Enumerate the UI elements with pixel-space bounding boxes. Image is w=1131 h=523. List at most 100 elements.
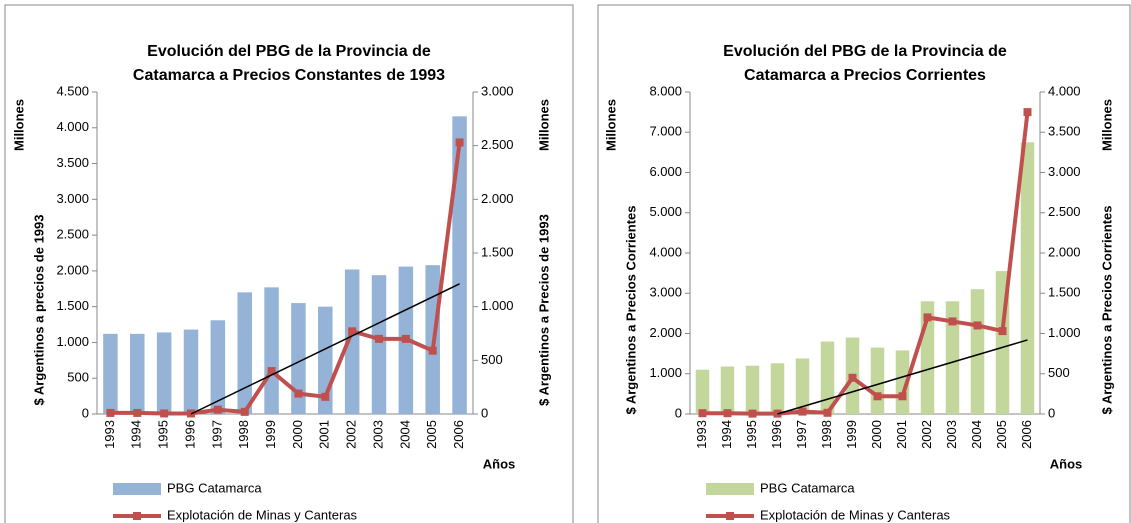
bar	[795, 358, 810, 414]
bar	[720, 366, 735, 414]
trend-line	[190, 283, 460, 415]
y-tick-label: 3.000	[56, 191, 89, 206]
chart-frame	[597, 4, 1131, 523]
line-marker	[428, 346, 437, 355]
y-axis-title: $ Argentinos a precios de 1993	[31, 215, 46, 406]
y2-axis-title: $ Argentinos a Precios Corrientes	[1099, 205, 1114, 414]
chart: Evolución del PBG de la Provincia de Cata…	[4, 4, 574, 523]
legend-marker	[726, 512, 734, 520]
y-tick-label: 2.000	[649, 325, 682, 340]
x-tick-label: 1995	[156, 420, 171, 449]
y-tick-label: 4.000	[649, 244, 682, 259]
x-axis-title: Años	[1050, 456, 1083, 471]
bar	[103, 333, 118, 414]
x-tick-label: 2003	[370, 420, 385, 449]
y2-unit: Millones	[536, 99, 551, 151]
y-tick-label: 500	[67, 370, 89, 385]
y-tick-label: 5.000	[649, 204, 682, 219]
x-tick-label: 2000	[290, 420, 305, 449]
line-marker	[294, 389, 303, 398]
x-tick-label: 2001	[894, 420, 909, 449]
line-marker	[823, 408, 832, 417]
y2-tick-label: 0	[481, 405, 488, 420]
x-tick-label: 1993	[694, 420, 709, 449]
y2-tick-label: 2.000	[481, 191, 514, 206]
bar	[745, 365, 760, 414]
y-tick-label: 2.000	[56, 262, 89, 277]
y-axis-title: $ Argentinos a Precios Corrientes	[623, 205, 638, 414]
x-tick-label: 2005	[994, 420, 1009, 449]
y-unit: Millones	[603, 99, 618, 151]
line-marker	[401, 334, 410, 343]
line-marker	[923, 313, 932, 322]
bar	[130, 333, 145, 414]
legend-label: PBG Catamarca	[760, 480, 855, 495]
y2-tick-label: 1.500	[1048, 285, 1081, 300]
bar	[870, 347, 885, 414]
line-marker	[375, 334, 383, 343]
bar	[695, 369, 710, 414]
x-tick-label: 2006	[1019, 420, 1034, 449]
bar	[264, 287, 279, 414]
y-tick-label: 3.500	[56, 155, 89, 170]
y2-tick-label: 2.000	[1048, 244, 1081, 259]
line-marker	[898, 392, 907, 401]
x-tick-label: 1996	[769, 420, 784, 449]
line-marker	[998, 327, 1007, 336]
x-tick-label: 1999	[263, 420, 278, 449]
legend-label: PBG Catamarca	[167, 480, 262, 495]
x-tick-label: 1996	[182, 420, 197, 449]
line-marker	[133, 408, 142, 417]
y2-tick-label: 500	[481, 352, 503, 367]
x-tick-label: 1994	[129, 420, 144, 449]
bar	[344, 269, 360, 414]
bar	[210, 320, 226, 414]
bar	[156, 332, 172, 414]
y-tick-label: 4.000	[56, 119, 89, 134]
y-tick-label: 3.000	[649, 285, 682, 300]
bar	[371, 275, 387, 414]
chart-title: Evolución del PBG de la Provincia de	[723, 43, 1007, 60]
y-tick-label: 6.000	[649, 164, 682, 179]
x-tick-label: 1995	[744, 420, 759, 449]
x-tick-label: 1997	[794, 420, 809, 449]
bar	[452, 116, 467, 414]
bar	[291, 303, 306, 414]
line-series	[702, 111, 1030, 416]
y2-tick-label: 2.500	[1048, 204, 1081, 219]
line-marker	[240, 407, 249, 416]
y-tick-label: 0	[82, 405, 89, 420]
legend-marker	[133, 512, 141, 520]
x-tick-label: 1998	[819, 420, 834, 449]
y-tick-label: 1.000	[56, 334, 89, 349]
line-marker	[321, 392, 330, 401]
bar	[945, 301, 960, 414]
legend-label: Explotación de Minas y Canteras	[167, 507, 358, 522]
x-tick-label: 2006	[451, 420, 466, 449]
y2-tick-label: 1.000	[481, 298, 514, 313]
line-marker	[455, 138, 464, 147]
chart-title: Catamarca a Precios Corrientes	[744, 67, 986, 84]
x-axis-title: Años	[483, 456, 516, 471]
x-tick-label: 2002	[919, 420, 934, 449]
y-tick-label: 1.000	[649, 365, 682, 380]
chart: Evolución del PBG de la Provincia de Cata…	[597, 4, 1131, 523]
bar	[237, 292, 252, 414]
y-unit: Millones	[11, 99, 26, 151]
bar	[770, 363, 785, 414]
line-marker	[798, 407, 807, 416]
line-marker	[348, 327, 357, 336]
line-marker	[948, 317, 957, 326]
x-tick-label: 2003	[944, 420, 959, 449]
line-marker	[848, 373, 857, 382]
y-tick-label: 7.000	[649, 124, 682, 139]
y-tick-label: 0	[675, 405, 682, 420]
x-tick-label: 2001	[317, 420, 332, 449]
x-tick-label: 1998	[236, 420, 251, 449]
legend-swatch	[113, 483, 161, 495]
chart-title: Evolución del PBG de la Provincia de	[147, 43, 431, 60]
x-tick-label: 1999	[844, 420, 859, 449]
x-tick-label: 2004	[969, 420, 984, 449]
x-tick-label: 2002	[344, 420, 359, 449]
y2-unit: Millones	[1099, 99, 1114, 151]
